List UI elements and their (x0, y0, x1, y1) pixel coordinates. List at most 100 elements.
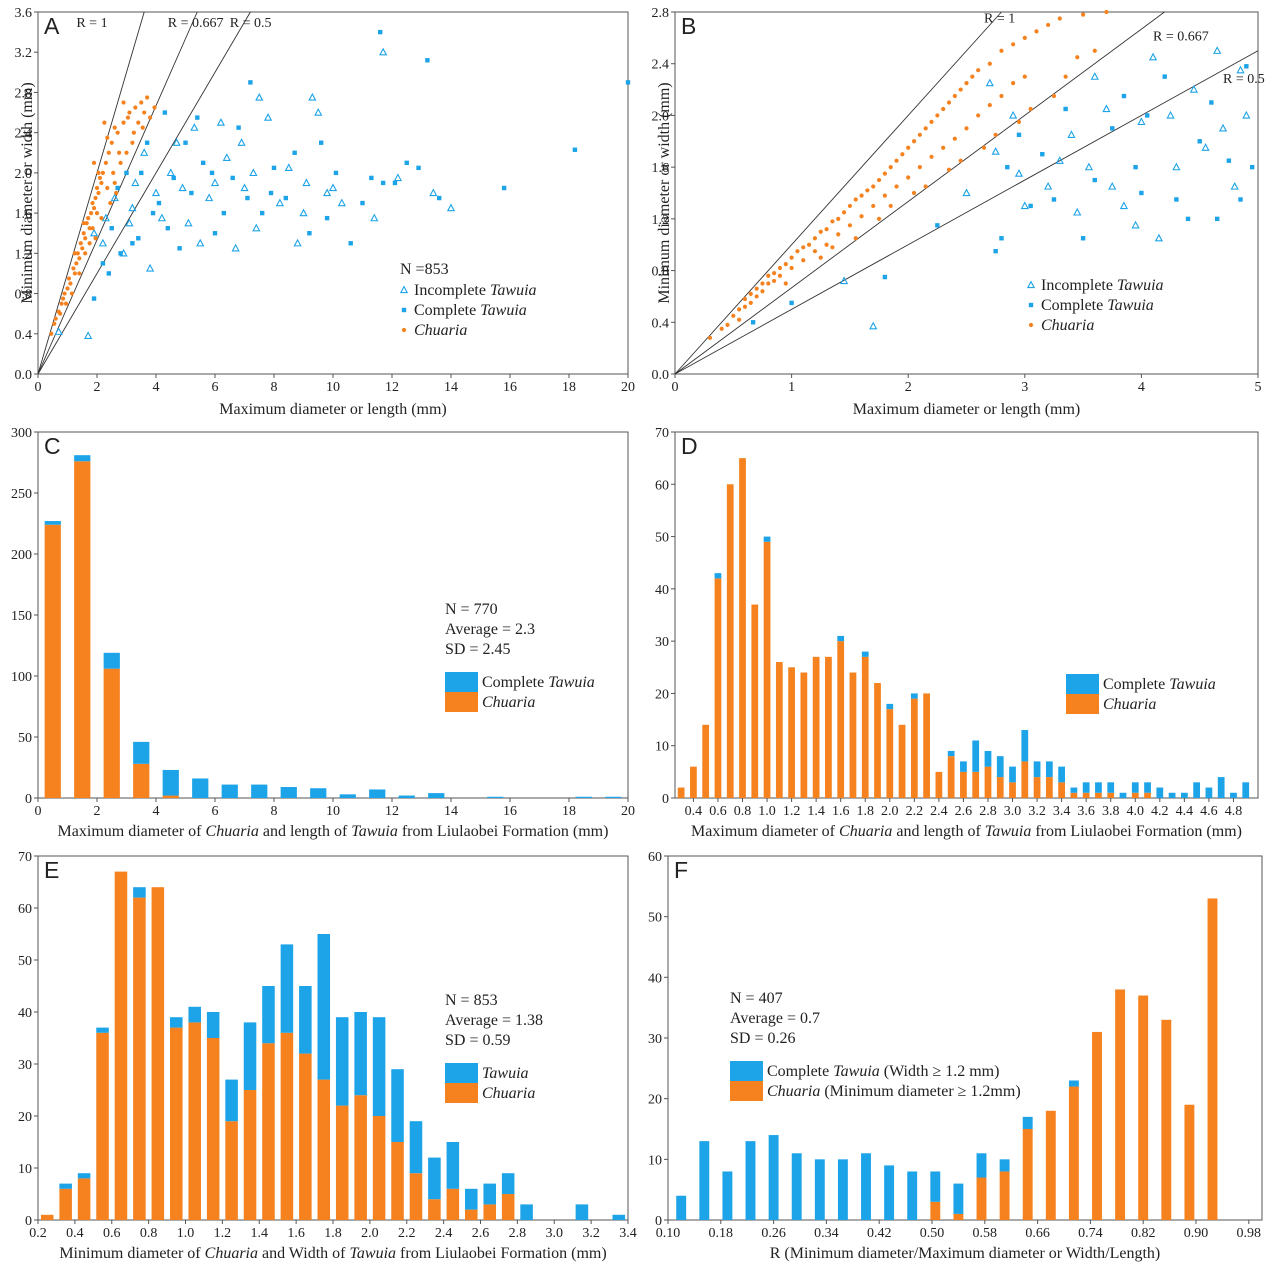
chuaria-point (830, 219, 835, 224)
incomplete-tawuia-point (985, 78, 994, 87)
panel-label: D (681, 433, 698, 459)
legend-entry: Chuaria (1103, 696, 1156, 713)
chuaria-point (865, 188, 870, 193)
x-tick-label: 2.4 (930, 804, 948, 819)
legend-stat-line: Average = 1.38 (445, 1012, 543, 1029)
complete-tawuia-point (1092, 177, 1097, 183)
y-tick-label: 50 (655, 531, 669, 546)
x-tick-label: 3.0 (546, 1226, 564, 1241)
tawuia-bar (1009, 766, 1016, 783)
chuaria-point (999, 48, 1004, 53)
chuaria-point (970, 74, 975, 79)
x-tick-label: 12 (385, 380, 399, 395)
chuaria-point (760, 281, 765, 286)
x-axis-label: Maximum diameter or length (mm) (219, 401, 447, 418)
chuaria-point (49, 331, 54, 336)
incomplete-tawuia-point (1119, 201, 1129, 210)
incomplete-tawuia-point (962, 188, 971, 197)
chuaria-bar (690, 766, 697, 798)
x-tick-label: 3.0 (1004, 804, 1022, 819)
legend-text: Incomplete (414, 282, 490, 299)
complete-tawuia-point (1080, 236, 1086, 241)
y-tick-label: 2.0 (652, 109, 670, 124)
chuaria-point (911, 190, 917, 196)
chuaria-bar (984, 766, 992, 798)
legend-marker-square (401, 307, 407, 313)
x-tick-label: 1.2 (783, 804, 801, 819)
chuaria-bar (1144, 792, 1151, 798)
chuaria-point (964, 81, 969, 86)
x-tick-label: 2.6 (472, 1226, 490, 1241)
incomplete-tawuia-point (1014, 169, 1024, 177)
legend-swatch (445, 1083, 478, 1103)
complete-tawuia-point (378, 29, 383, 35)
chuaria-point (719, 326, 724, 331)
chuaria-point (114, 190, 119, 196)
complete-tawuia-point (369, 175, 374, 181)
chuaria-point (72, 271, 77, 276)
panel-label: E (44, 857, 59, 883)
chuaria-point (148, 115, 153, 120)
chuaria-point (106, 150, 111, 155)
tawuia-bar (398, 795, 415, 798)
chuaria-point (105, 135, 110, 140)
chuaria-bar (409, 1173, 423, 1220)
tawuia-bar (575, 1204, 589, 1220)
chuaria-bar (886, 709, 894, 798)
x-tick-label: 0.82 (1131, 1226, 1156, 1241)
legend-entry: Chuaria (482, 694, 535, 711)
complete-tawuia-point (1197, 139, 1202, 144)
chuaria-bar (849, 672, 857, 798)
tawuia-bar (487, 796, 504, 798)
incomplete-tawuia-point (1236, 65, 1245, 74)
incomplete-tawuia-point (1218, 123, 1228, 132)
incomplete-tawuia-point (252, 223, 261, 232)
complete-tawuia-point (106, 271, 111, 276)
incomplete-tawuia-point (1131, 220, 1140, 229)
chuaria-point (917, 165, 922, 170)
chuaria-point (62, 291, 67, 296)
incomplete-tawuia-point (302, 178, 311, 187)
chuaria-point (707, 335, 713, 340)
chuaria-bar (972, 771, 980, 798)
complete-tawuia-point (124, 170, 129, 176)
legend-swatch (445, 1063, 478, 1083)
legend-stat-line: N = 770 (445, 601, 498, 618)
tawuia-bar (910, 693, 918, 699)
chuaria-point (152, 105, 157, 110)
tawuia-bar (886, 703, 894, 710)
chuaria-point (90, 226, 95, 231)
tawuia-bar (339, 794, 356, 798)
chuaria-point (99, 216, 104, 221)
legend-stat-line: Average = 2.3 (445, 621, 535, 638)
tawuia-bar (501, 1173, 515, 1194)
chuaria-point (125, 115, 131, 120)
incomplete-tawuia-point (299, 208, 308, 217)
complete-tawuia-point (268, 190, 274, 196)
x-tick-label: 12 (385, 804, 399, 819)
tawuia-bar (960, 761, 967, 772)
chuaria-bar (483, 1204, 496, 1220)
chuaria-point (1011, 81, 1016, 86)
complete-tawuia-point (283, 195, 288, 201)
tawuia-bar (369, 789, 386, 798)
x-tick-label: 4 (1138, 380, 1145, 395)
complete-tawuia-point (1040, 152, 1045, 157)
complete-tawuia-point (245, 195, 250, 201)
tawuia-bar (317, 934, 331, 1080)
legend-text: Complete (414, 302, 480, 319)
chuaria-bar (999, 1171, 1010, 1220)
x-tick-label: 6 (212, 804, 219, 819)
legend-swatch (445, 672, 478, 692)
chuaria-point (52, 321, 57, 326)
chuaria-bar (1068, 1086, 1079, 1220)
incomplete-tawuia-point (328, 183, 338, 192)
chuaria-point (766, 273, 771, 278)
legend-swatch (730, 1061, 763, 1081)
chuaria-point (74, 261, 79, 266)
chuaria-bar (910, 698, 918, 798)
chuaria-point (131, 130, 136, 135)
tawuia-bar (953, 1183, 964, 1214)
complete-tawuia-point (1110, 126, 1115, 131)
incomplete-tawuia-point (1154, 233, 1164, 242)
